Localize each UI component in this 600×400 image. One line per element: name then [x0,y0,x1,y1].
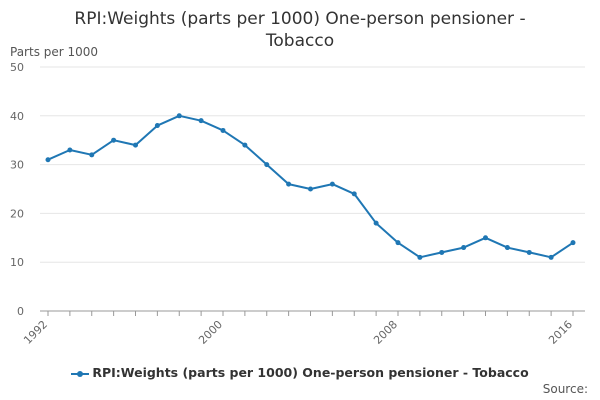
y-tick-label: 40 [10,110,24,123]
data-point [526,249,532,255]
data-point [483,235,488,241]
data-point [417,254,423,260]
chart-title-line-2: Tobacco [265,31,335,51]
data-point [395,240,401,246]
data-point [548,254,554,260]
chart-title-line-1: RPI:Weights (parts per 1000) One-person … [74,9,526,29]
data-point [308,186,313,192]
y-tick-label: 50 [10,61,24,74]
data-point [45,157,51,163]
x-tick-label: 2008 [371,318,400,347]
source-label: Source: [542,382,588,396]
y-tick-label: 30 [10,159,24,172]
chart-title: RPI:Weights (parts per 1000) One-person … [0,8,600,52]
x-tick-label: 1992 [21,318,50,347]
data-point [329,181,335,187]
y-tick-label: 0 [17,305,24,318]
data-point [154,123,160,129]
data-point [286,181,292,187]
data-point [373,220,379,226]
legend-label: RPI:Weights (parts per 1000) One-person … [92,365,529,380]
data-point [570,240,576,246]
data-point [504,245,510,251]
data-point [220,127,226,133]
y-tick-label: 10 [10,256,24,269]
data-point [111,137,117,143]
data-point [176,113,182,119]
data-point [242,142,248,148]
data-point [264,162,270,168]
data-point [461,245,467,251]
data-point [133,142,138,148]
data-point [198,118,204,124]
data-point [351,191,357,197]
legend-line-marker-icon [71,368,90,380]
y-axis-unit-label: Parts per 1000 [10,45,99,59]
x-tick-label: 2000 [196,318,225,347]
y-tick-label: 20 [10,207,24,220]
data-point [67,147,73,153]
data-point [439,249,445,255]
data-point [89,152,95,158]
x-tick-label: 2016 [546,318,575,347]
chart-legend[interactable]: RPI:Weights (parts per 1000) One-person … [0,365,600,380]
